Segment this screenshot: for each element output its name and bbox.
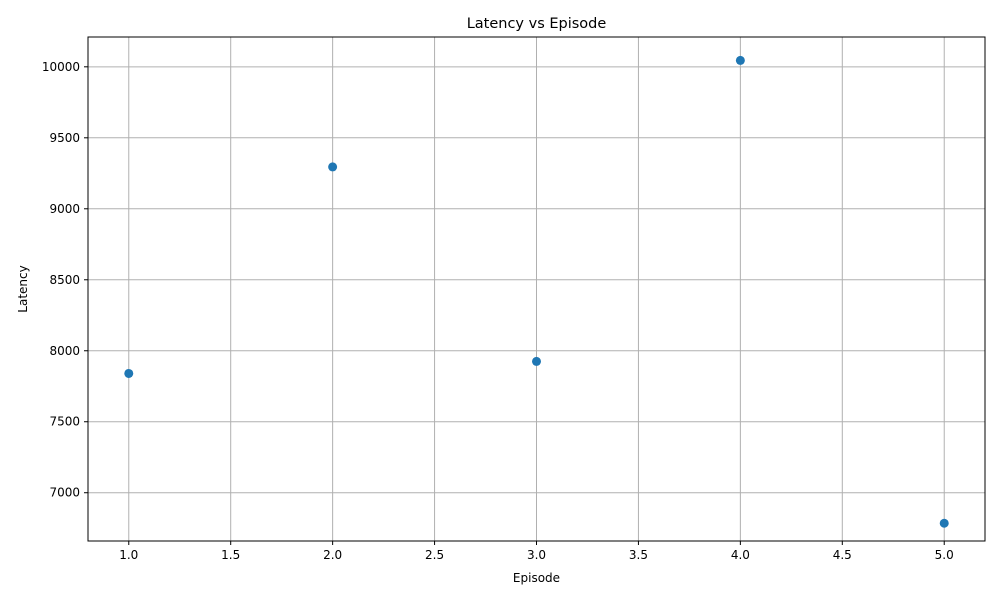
y-tick-label: 7500 — [49, 415, 80, 429]
x-tick-label: 1.5 — [221, 548, 240, 562]
x-tick-label: 1.0 — [119, 548, 138, 562]
chart-title: Latency vs Episode — [467, 16, 607, 32]
y-tick-label: 7000 — [49, 486, 80, 500]
y-axis-label: Latency — [16, 265, 30, 312]
grid-lines — [88, 37, 985, 541]
data-point — [532, 356, 541, 366]
x-tick-label: 4.0 — [731, 548, 750, 562]
y-tick-label: 8500 — [49, 273, 80, 287]
y-tick-label: 8000 — [49, 344, 80, 358]
y-tick-label: 9500 — [49, 131, 80, 145]
data-point — [124, 368, 134, 378]
x-tick-label: 2.5 — [425, 548, 444, 562]
x-tick-label: 3.0 — [527, 548, 546, 562]
x-tick-label: 5.0 — [935, 548, 954, 562]
y-tick-label: 9000 — [49, 202, 80, 216]
x-tick-label: 2.0 — [323, 548, 342, 562]
x-axis-label: Episode — [513, 571, 560, 585]
x-tick-label: 4.5 — [833, 548, 852, 562]
data-points — [124, 55, 949, 528]
data-point — [735, 55, 745, 65]
data-point — [939, 518, 949, 528]
data-point — [328, 162, 338, 172]
x-tick-label: 3.5 — [629, 548, 648, 562]
y-tick-label: 10000 — [42, 60, 80, 74]
axis-ticks: 1.0 1.5 2.0 2.5 3.0 3.5 4.0 4.5 5.0 7000 7500 8000 8… — [42, 60, 954, 562]
